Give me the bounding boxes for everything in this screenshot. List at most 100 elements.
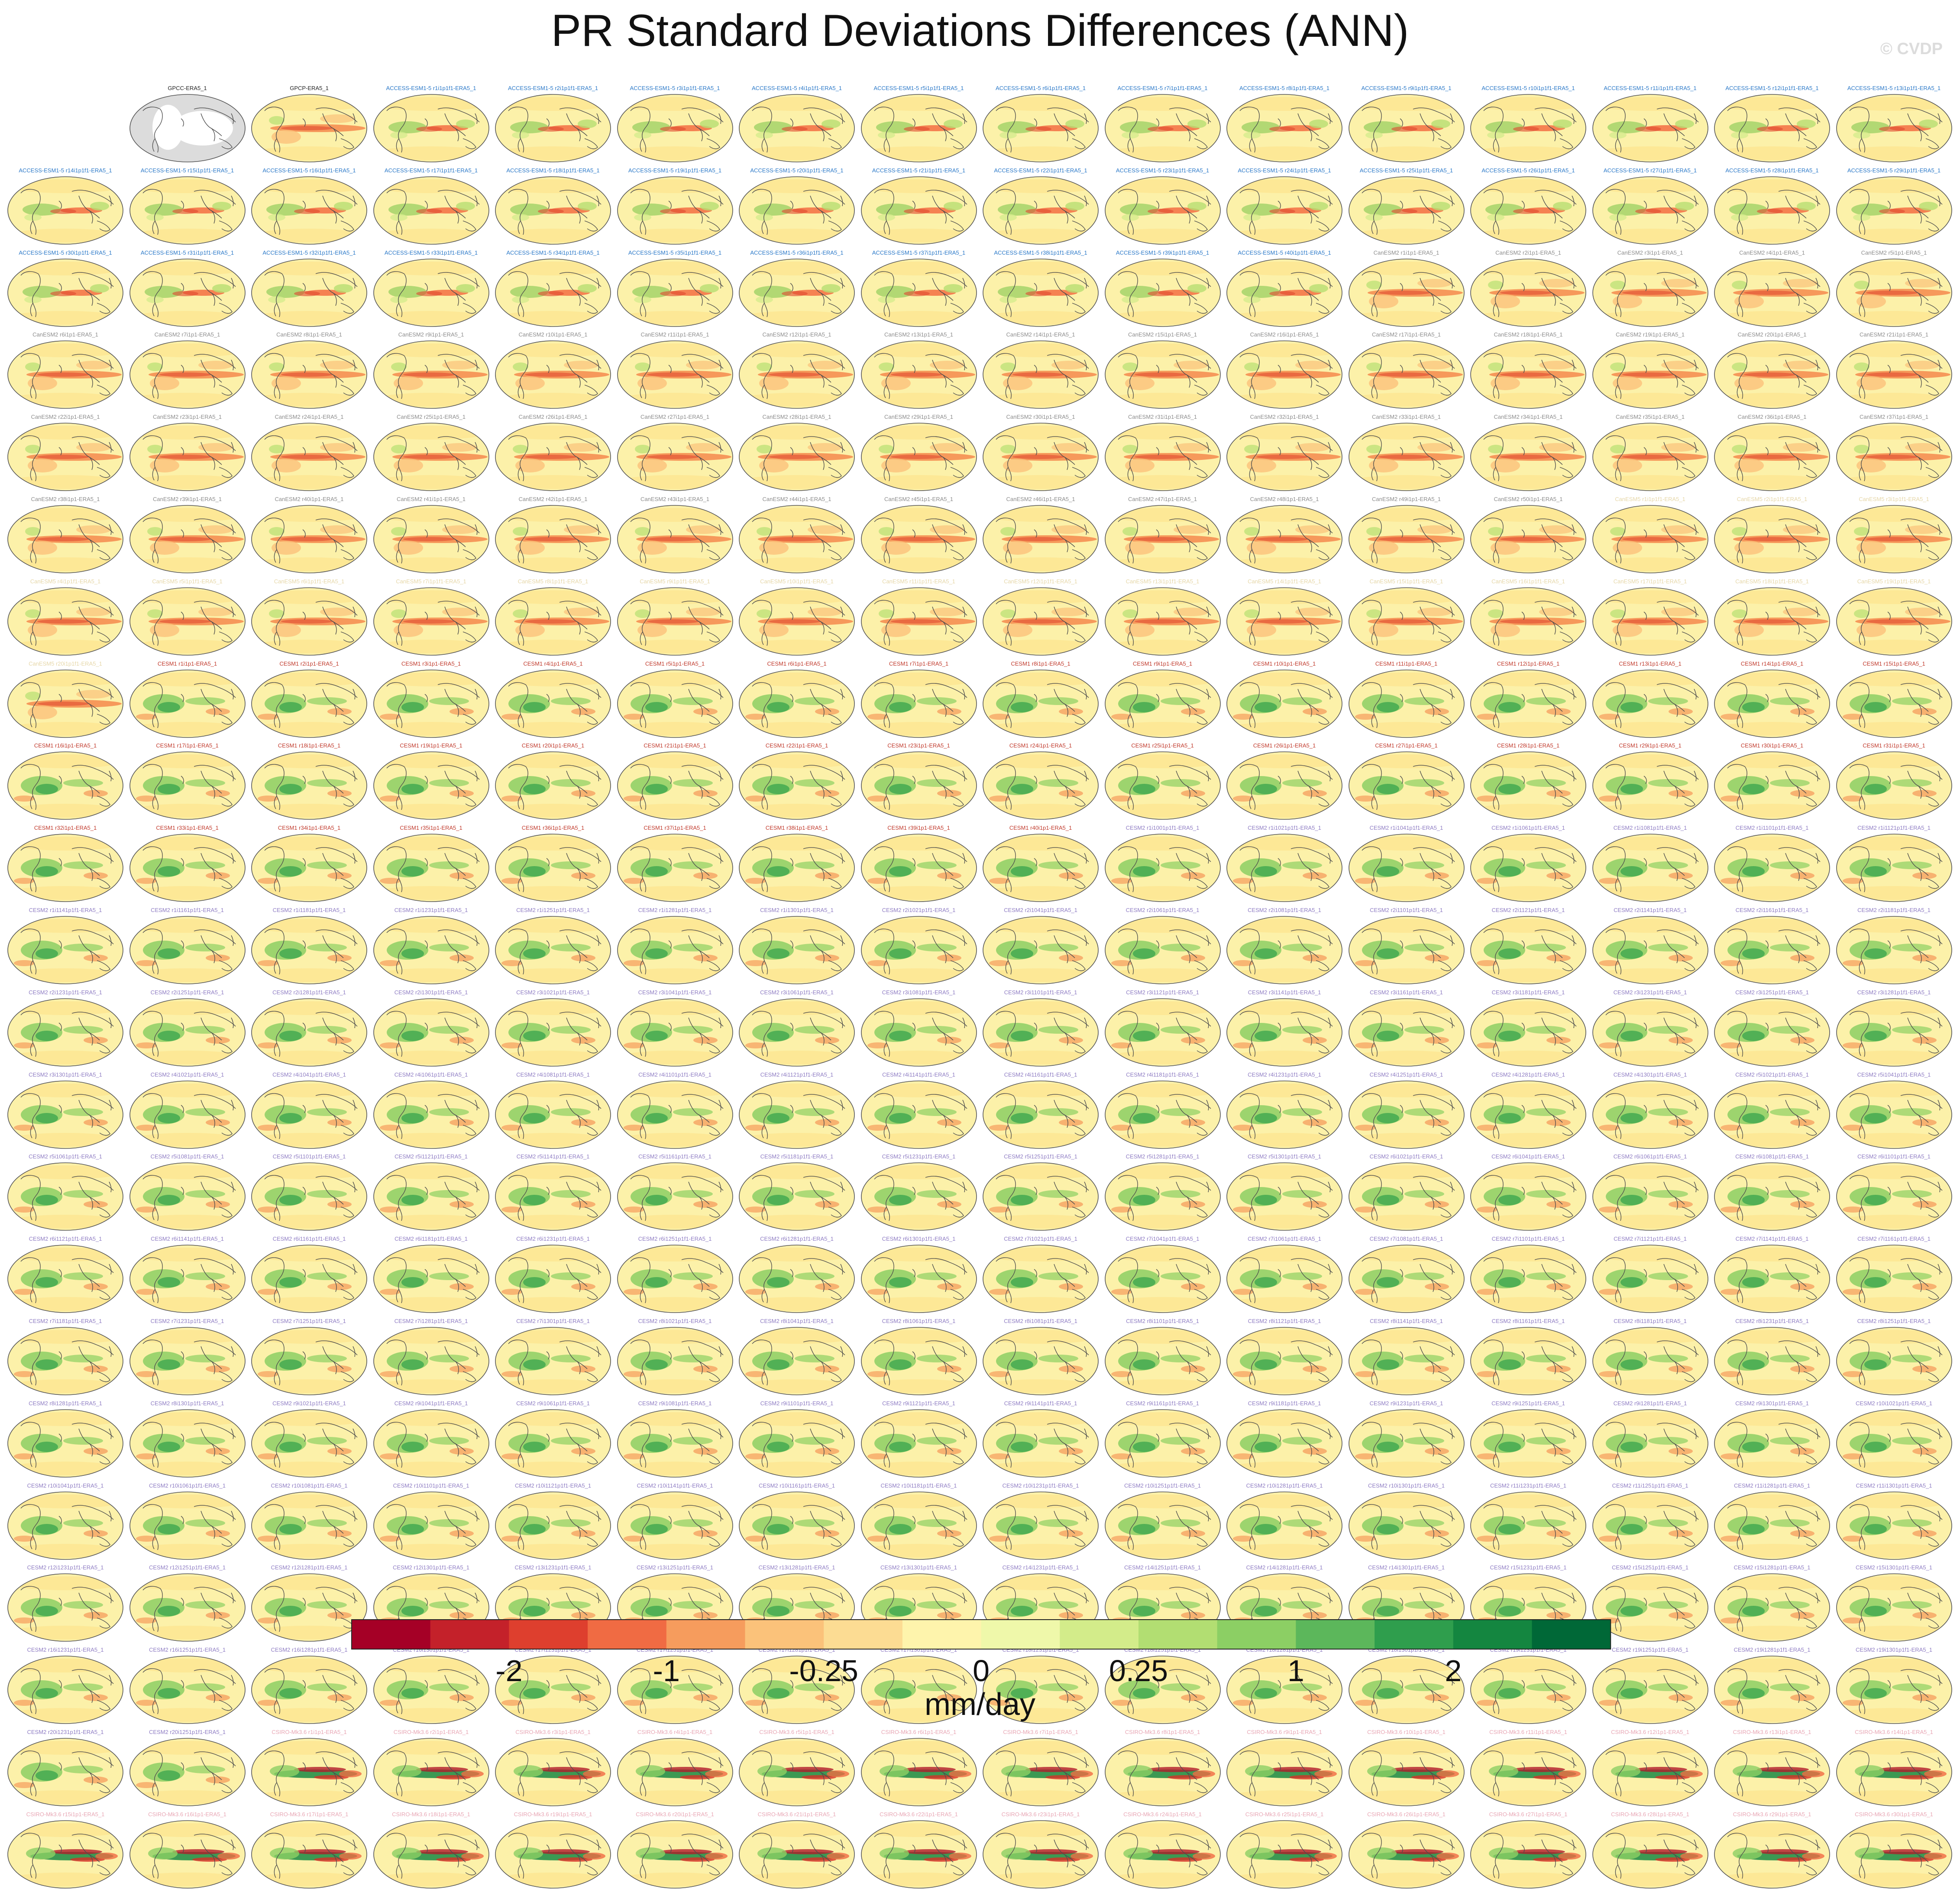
- map-panel: ACCESS-ESM1-5 r39i1p1f1-ERA5_1: [1102, 249, 1224, 327]
- map-panel: CSIRO-Mk3.6 r9i1p1-ERA5_1: [1223, 1728, 1345, 1806]
- map-panel: CESM2 r10i1181p1f1-ERA5_1: [858, 1481, 980, 1560]
- panel-label: CanESM5 r15i1p1f1-ERA5_1: [1369, 578, 1443, 585]
- map-plot: [1592, 1573, 1708, 1642]
- map-plot: [251, 1573, 367, 1642]
- map-plot: [983, 340, 1099, 409]
- map-plot: [739, 1738, 855, 1806]
- map-panel: CanESM5 r6i1p1f1-ERA5_1: [248, 577, 370, 656]
- panel-label: CESM2 r5i1121p1f1-ERA5_1: [395, 1153, 468, 1160]
- map-plot: [860, 1656, 977, 1724]
- map-plot: [1104, 998, 1221, 1067]
- map-plot: [739, 1409, 855, 1478]
- panel-label: ACCESS-ESM1-5 r30i1p1f1-ERA5_1: [19, 249, 112, 256]
- panel-label: CanESM2 r45i1p1-ERA5_1: [884, 496, 953, 502]
- panel-label: CESM2 r4i1281p1f1-ERA5_1: [1491, 1071, 1565, 1078]
- map-panel: CESM2 r1i1081p1f1-ERA5_1: [1589, 824, 1711, 902]
- map-panel: CanESM2 r16i1p1-ERA5_1: [1223, 330, 1345, 409]
- map-panel: CESM2 r2i1301p1f1-ERA5_1: [370, 988, 492, 1067]
- map-panel: CESM2 r2i1231p1f1-ERA5_1: [4, 988, 126, 1067]
- map-plot: [129, 1162, 246, 1231]
- map-plot: [1104, 1080, 1221, 1149]
- map-plot: [373, 1245, 489, 1313]
- panel-label: ACCESS-ESM1-5 r12i1p1f1-ERA5_1: [1725, 85, 1819, 91]
- panel-label: ACCESS-ESM1-5 r19i1p1f1-ERA5_1: [628, 167, 722, 174]
- map-plot: [373, 1738, 489, 1806]
- map-plot: [739, 1656, 855, 1724]
- panel-label: CanESM2 r16i1p1-ERA5_1: [1250, 331, 1319, 338]
- panel-label: ACCESS-ESM1-5 r21i1p1f1-ERA5_1: [872, 167, 966, 174]
- map-panel: ACCESS-ESM1-5 r34i1p1f1-ERA5_1: [492, 249, 614, 327]
- map-panel: CESM2 r19i1231p1f1-ERA5_1: [1467, 1646, 1589, 1724]
- map-plot: [1592, 834, 1708, 902]
- map-panel: CESM2 r1i1231p1f1-ERA5_1: [370, 906, 492, 984]
- map-plot: [1104, 1162, 1221, 1231]
- panel-label: CESM2 r5i1301p1f1-ERA5_1: [1248, 1153, 1321, 1160]
- map-panel: CESM1 r14i1p1-ERA5_1: [1711, 660, 1833, 738]
- panel-label: CESM2 r3i1021p1f1-ERA5_1: [516, 989, 590, 996]
- map-plot: [860, 1080, 977, 1149]
- map-plot: [1104, 340, 1221, 409]
- panel-label: CESM1 r9i1p1-ERA5_1: [1132, 660, 1193, 667]
- map-plot: [1226, 340, 1342, 409]
- panel-label: CSIRO-Mk3.6 r4i1p1-ERA5_1: [637, 1729, 713, 1735]
- map-plot: [129, 1820, 246, 1889]
- map-plot: [7, 1327, 123, 1395]
- panel-label: CESM2 r10i1161p1f1-ERA5_1: [758, 1482, 835, 1489]
- map-plot: [1592, 1245, 1708, 1313]
- map-plot: [1226, 1162, 1342, 1231]
- map-plot: [373, 1573, 489, 1642]
- map-plot: [373, 1491, 489, 1560]
- panel-label: CESM1 r25i1p1-ERA5_1: [1131, 742, 1194, 749]
- map-plot: [739, 834, 855, 902]
- map-panel: CESM2 r9i1251p1f1-ERA5_1: [1467, 1399, 1589, 1478]
- map-panel: CESM2 r1i1061p1f1-ERA5_1: [1467, 824, 1589, 902]
- map-panel: CanESM2 r8i1p1-ERA5_1: [248, 330, 370, 409]
- map-panel: CESM2 r16i1231p1f1-ERA5_1: [4, 1646, 126, 1724]
- panel-label: CanESM2 r33i1p1-ERA5_1: [1372, 414, 1441, 420]
- map-panel: CSIRO-Mk3.6 r13i1p1-ERA5_1: [1711, 1728, 1833, 1806]
- map-panel: CESM1 r24i1p1-ERA5_1: [980, 741, 1102, 820]
- panel-label: CESM1 r31i1p1-ERA5_1: [1863, 742, 1925, 749]
- panel-label: CanESM2 r8i1p1-ERA5_1: [276, 331, 342, 338]
- map-plot: [1592, 1820, 1708, 1889]
- panel-label: CanESM2 r29i1p1-ERA5_1: [884, 414, 953, 420]
- map-plot: [1836, 834, 1952, 902]
- map-panel: CESM2 r5i1181p1f1-ERA5_1: [736, 1152, 858, 1231]
- panel-label: CESM2 r10i1281p1f1-ERA5_1: [1246, 1482, 1323, 1489]
- map-panel: CESM2 r1i1101p1f1-ERA5_1: [1711, 824, 1833, 902]
- panel-label: CESM1 r34i1p1-ERA5_1: [278, 825, 341, 831]
- map-panel: CESM1 r32i1p1-ERA5_1: [4, 824, 126, 902]
- map-plot: [1836, 1162, 1952, 1231]
- map-plot: [251, 1327, 367, 1395]
- map-plot: [1836, 751, 1952, 820]
- map-panel: CESM2 r1i1001p1f1-ERA5_1: [1102, 824, 1224, 902]
- panel-label: CSIRO-Mk3.6 r6i1p1-ERA5_1: [881, 1729, 957, 1735]
- map-panel: CanESM5 r10i1p1f1-ERA5_1: [736, 577, 858, 656]
- map-panel: CanESM2 r19i1p1-ERA5_1: [1589, 330, 1711, 409]
- panel-label: CESM2 r1i1061p1f1-ERA5_1: [1491, 825, 1565, 831]
- map-panel: CESM2 r19i1251p1f1-ERA5_1: [1589, 1646, 1711, 1724]
- panel-label: CSIRO-Mk3.6 r9i1p1-ERA5_1: [1247, 1729, 1322, 1735]
- map-plot: [860, 340, 977, 409]
- map-panel: CESM2 r10i1061p1f1-ERA5_1: [126, 1481, 249, 1560]
- map-plot: [1348, 1245, 1465, 1313]
- map-panel: ACCESS-ESM1-5 r29i1p1f1-ERA5_1: [1833, 166, 1955, 245]
- map-panel: CanESM5 r13i1p1f1-ERA5_1: [1102, 577, 1224, 656]
- map-plot: [1226, 1491, 1342, 1560]
- map-panel: CESM2 r2i1141p1f1-ERA5_1: [1589, 906, 1711, 984]
- map-plot: [1592, 1409, 1708, 1478]
- panel-label: CESM2 r3i1231p1f1-ERA5_1: [1613, 989, 1687, 996]
- map-panel: CanESM2 r31i1p1-ERA5_1: [1102, 413, 1224, 491]
- map-panel: CESM1 r16i1p1-ERA5_1: [4, 741, 126, 820]
- map-plot: [495, 94, 611, 162]
- panel-label: CESM2 r10i1301p1f1-ERA5_1: [1368, 1482, 1445, 1489]
- map-plot: [1592, 1080, 1708, 1149]
- map-plot: [1714, 669, 1830, 738]
- panel-label: CESM2 r2i1231p1f1-ERA5_1: [29, 989, 102, 996]
- map-plot: [129, 587, 246, 656]
- map-panel: CESM2 r3i1251p1f1-ERA5_1: [1711, 988, 1833, 1067]
- map-panel: CSIRO-Mk3.6 r17i1p1-ERA5_1: [248, 1810, 370, 1889]
- map-plot: [7, 1573, 123, 1642]
- map-plot: [251, 1245, 367, 1313]
- map-panel: CESM2 r9i1021p1f1-ERA5_1: [248, 1399, 370, 1478]
